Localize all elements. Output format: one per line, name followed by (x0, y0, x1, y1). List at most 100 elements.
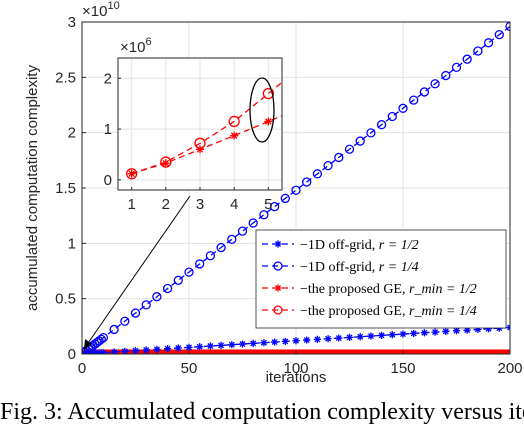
data-point-asterisk (174, 344, 182, 352)
highlight-ellipse (249, 77, 275, 143)
data-point-circle (227, 234, 237, 244)
data-point-circle (160, 156, 172, 168)
legend-entry: −1D off-grid, r = 1/2 (262, 238, 419, 253)
data-point-asterisk (161, 159, 170, 168)
data-point-circle (259, 210, 269, 220)
data-point-asterisk (264, 117, 273, 126)
data-point-circle (366, 128, 376, 138)
data-point-circle (344, 144, 355, 154)
data-point-asterisk (335, 334, 343, 342)
data-point-asterisk (260, 339, 268, 347)
y-tick-label: 2.5 (55, 69, 76, 86)
data-point-asterisk (410, 329, 418, 338)
y-tick-label: 0 (68, 346, 76, 363)
data-point-asterisk (474, 325, 482, 334)
data-point-asterisk (238, 340, 247, 348)
x-tick-label: 200 (497, 360, 522, 377)
data-point-circle (173, 275, 183, 285)
x-tick-label: 150 (390, 360, 415, 377)
inset-grid (118, 58, 282, 190)
legend-label: −1D off-grid, r = 1/2 (300, 238, 419, 253)
legend-entry: −the proposed GE, r_min = 1/4 (262, 304, 477, 319)
data-point-asterisk (196, 343, 204, 351)
y-tick-label: 2 (68, 125, 76, 142)
data-point-circle (162, 283, 173, 294)
data-point-circle (494, 29, 504, 40)
inset-y-tick-label: 1 (104, 121, 112, 138)
data-point-circle (262, 87, 274, 100)
inset-series-line (126, 81, 282, 180)
data-point-circle (505, 22, 510, 32)
data-point-circle (195, 259, 205, 269)
inset-x-tick-label: 3 (196, 196, 204, 213)
data-point-asterisk (378, 331, 386, 340)
inset-y-exponent: ×106 (120, 36, 152, 56)
y-tick-label: 0.5 (55, 291, 76, 308)
data-point-asterisk (431, 328, 439, 336)
inset-x-tick-label: 2 (162, 196, 170, 213)
data-point-asterisk (249, 339, 257, 347)
data-point-asterisk (281, 337, 289, 345)
data-point-asterisk (345, 333, 354, 341)
data-point-circle (273, 261, 283, 271)
data-point-circle (109, 324, 119, 335)
y-exponent: ×1010 (82, 0, 120, 20)
inset-x-tick-label: 4 (230, 196, 238, 213)
y-axis-label: accumulated computation complexity (24, 65, 41, 311)
data-point-circle (273, 305, 283, 315)
data-point-asterisk (399, 330, 407, 338)
data-point-asterisk (452, 327, 461, 335)
data-point-circle (409, 95, 419, 105)
data-point-asterisk (196, 145, 204, 154)
data-point-asterisk (463, 326, 471, 334)
data-point-asterisk (99, 349, 107, 354)
inset-x-tick-label: 5 (264, 196, 272, 213)
data-point-asterisk (292, 337, 300, 345)
data-point-asterisk (274, 284, 282, 292)
data-point-circle (302, 177, 312, 187)
y-tick-label: 1 (68, 235, 76, 252)
data-point-circle (280, 193, 290, 204)
inset-series-group (126, 81, 282, 180)
data-point-asterisk (388, 331, 396, 339)
y-tick-label: 1.5 (55, 180, 76, 197)
data-point-circle (269, 201, 280, 212)
data-point-asterisk (153, 345, 161, 353)
data-point-circle (216, 242, 226, 253)
data-point-circle (312, 169, 323, 179)
data-point-asterisk (228, 341, 236, 349)
data-point-circle (205, 251, 216, 261)
inset-y-tick-label: 0 (104, 172, 112, 189)
data-point-circle (130, 308, 141, 318)
data-point-asterisk (303, 336, 311, 344)
data-point-asterisk (367, 332, 375, 340)
x-axis-label: iterations (266, 369, 327, 386)
data-point-circle (473, 46, 483, 56)
legend-box (255, 229, 507, 329)
data-point-circle (323, 160, 333, 171)
series-line (82, 22, 510, 354)
data-point-asterisk (185, 343, 193, 351)
y-tick-label: 3 (68, 14, 76, 31)
legend-label: −the proposed GE, r_min = 1/4 (300, 304, 477, 319)
data-point-circle (419, 87, 430, 97)
legend-entry: −the proposed GE, r_min = 1/2 (262, 282, 477, 297)
data-point-circle (120, 316, 130, 326)
data-point-circle (398, 103, 408, 113)
data-point-circle (462, 54, 472, 64)
data-point-asterisk (131, 347, 140, 354)
data-point-circle (96, 334, 106, 344)
figure-caption: Fig. 3: Accumulated computation complexi… (0, 399, 524, 425)
legend-entry: −1D off-grid, r = 1/4 (262, 260, 419, 275)
pointer-arrow (84, 195, 191, 350)
data-point-asterisk (274, 240, 282, 248)
data-point-asterisk (206, 342, 214, 350)
data-point-asterisk (121, 347, 129, 354)
data-point-circle (228, 115, 240, 128)
data-point-circle (334, 152, 344, 163)
data-point-asterisk (356, 333, 364, 341)
data-point-asterisk (110, 348, 118, 354)
data-point-circle (152, 292, 162, 302)
data-point-circle (451, 62, 462, 73)
